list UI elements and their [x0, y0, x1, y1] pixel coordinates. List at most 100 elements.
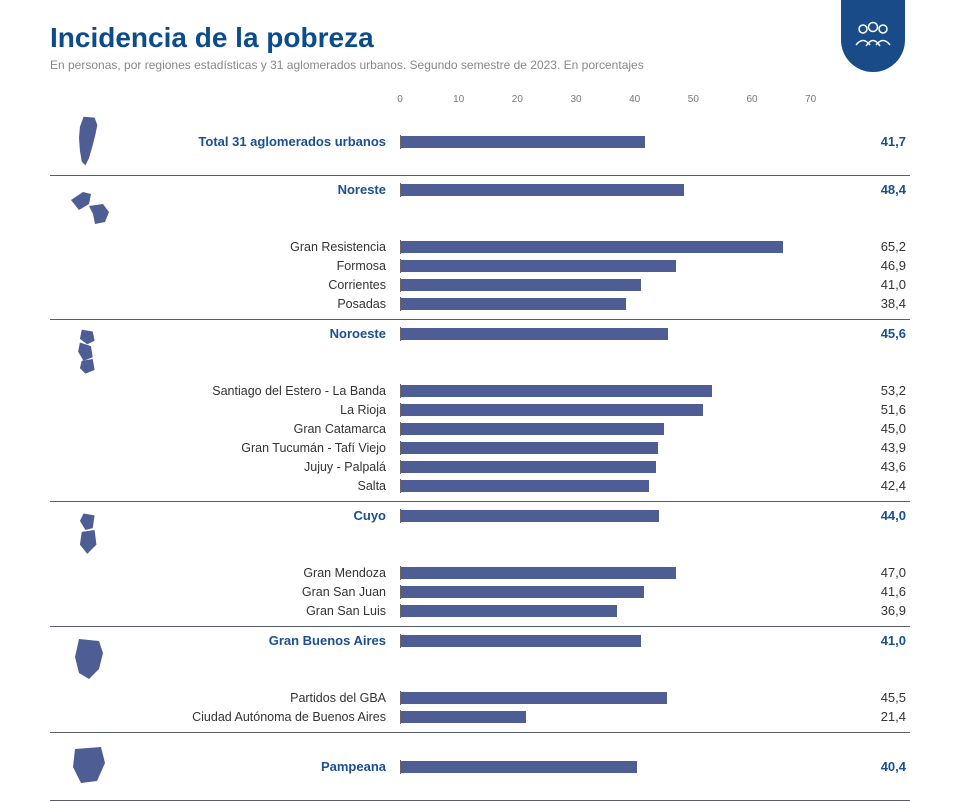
- bar-cell: [400, 509, 840, 523]
- data-row: Total 31 aglomerados urbanos 41,7: [50, 114, 910, 169]
- bar-cell: [400, 441, 840, 455]
- bar: [401, 260, 676, 272]
- bar: [401, 442, 658, 454]
- data-row: Partidos del GBA45,5: [50, 688, 910, 707]
- row-value: 43,6: [840, 459, 910, 474]
- row-value: 51,6: [840, 402, 910, 417]
- bar-cell: [400, 240, 840, 254]
- row-label: Gran Resistencia: [130, 240, 400, 254]
- region-head-label: Cuyo: [130, 508, 400, 523]
- bar: [401, 241, 783, 253]
- data-row: Corrientes41,0: [50, 275, 910, 294]
- region-map-icon: [50, 739, 130, 794]
- region-head-value: 40,4: [840, 759, 910, 774]
- sections-container: Total 31 aglomerados urbanos41,7Noreste4…: [50, 114, 910, 801]
- bar-cell: [400, 691, 840, 705]
- bar: [401, 404, 703, 416]
- bar: [401, 298, 626, 310]
- data-row: Noroeste 45,6: [50, 326, 910, 381]
- bar-cell: [400, 566, 840, 580]
- region-head-label: Noroeste: [130, 326, 400, 341]
- region-section: Cuyo 44,0 Gran Mendoza 47,0 Gran San Juan 41,…: [50, 502, 910, 627]
- region-head-value: 45,6: [840, 326, 910, 341]
- bar-cell: [400, 297, 840, 311]
- row-value: 43,9: [840, 440, 910, 455]
- bar: [401, 328, 668, 340]
- data-row: Gran Resistencia 65,2: [50, 237, 910, 256]
- region-map-icon: [50, 326, 130, 381]
- region-section: Noroeste 45,6 Santiago del Estero - La Ban…: [50, 320, 910, 502]
- row-value: 45,5: [840, 690, 910, 705]
- row-label: Santiago del Estero - La Banda: [130, 384, 400, 398]
- axis-tick: 40: [629, 94, 640, 105]
- row-label: Gran Tucumán - Tafí Viejo: [130, 441, 400, 455]
- data-row: Gran Mendoza 47,0: [50, 563, 910, 582]
- row-label: Salta: [130, 479, 400, 493]
- row-value: 45,0: [840, 421, 910, 436]
- bar: [401, 586, 644, 598]
- region-head-value: 41,0: [840, 633, 910, 648]
- data-row: Cuyo 44,0: [50, 508, 910, 563]
- bar-cell: [400, 278, 840, 292]
- row-value: 65,2: [840, 239, 910, 254]
- row-label: La Rioja: [130, 403, 400, 417]
- data-row: Salta42,4: [50, 476, 910, 495]
- data-row: Gran San Luis 36,9: [50, 601, 910, 620]
- region-map-icon: [50, 633, 130, 688]
- page-title: Incidencia de la pobreza: [50, 22, 910, 54]
- bar-cell: [400, 710, 840, 724]
- bar-cell: [400, 259, 840, 273]
- region-head-label: Gran Buenos Aires: [130, 633, 400, 648]
- row-label: Jujuy - Palpalá: [130, 460, 400, 474]
- bar-cell: [400, 479, 840, 493]
- bar: [401, 567, 676, 579]
- bar: [401, 635, 641, 647]
- row-label: Gran San Luis: [130, 604, 400, 618]
- people-icon: [853, 21, 893, 51]
- region-section: Noreste48,4Gran Resistencia65,2Formosa46…: [50, 176, 910, 320]
- axis-tick: 30: [570, 94, 581, 105]
- row-value: 41,6: [840, 584, 910, 599]
- bar-cell: [400, 183, 840, 197]
- bar: [401, 692, 667, 704]
- page-subtitle: En personas, por regiones estadísticas y…: [50, 58, 910, 72]
- axis-tick: 0: [397, 94, 403, 105]
- row-value: 36,9: [840, 603, 910, 618]
- bar-cell: [400, 760, 840, 774]
- data-row: Pampeana40,4: [50, 739, 910, 794]
- header: Incidencia de la pobreza En personas, po…: [0, 0, 960, 80]
- row-label: Ciudad Autónoma de Buenos Aires: [130, 710, 400, 724]
- row-value: 38,4: [840, 296, 910, 311]
- bar: [401, 184, 684, 196]
- axis-tick: 20: [512, 94, 523, 105]
- region-head-value: 44,0: [840, 508, 910, 523]
- row-label: Gran Mendoza: [130, 566, 400, 580]
- axis-tick: 50: [688, 94, 699, 105]
- data-row: Gran Buenos Aires 41,0: [50, 633, 910, 688]
- bar-cell: [400, 135, 840, 149]
- bar: [401, 711, 526, 723]
- bar: [401, 136, 645, 148]
- bar-cell: [400, 604, 840, 618]
- bar: [401, 279, 641, 291]
- bar: [401, 605, 617, 617]
- bar-cell: [400, 422, 840, 436]
- data-row: Ciudad Autónoma de Buenos Aires21,4: [50, 707, 910, 726]
- row-label: Formosa: [130, 259, 400, 273]
- row-label: Gran San Juan: [130, 585, 400, 599]
- region-head-label: Total 31 aglomerados urbanos: [130, 134, 400, 149]
- data-row: Santiago del Estero - La Banda53,2: [50, 381, 910, 400]
- bar: [401, 761, 637, 773]
- row-label: Posadas: [130, 297, 400, 311]
- row-label: Gran Catamarca: [130, 422, 400, 436]
- row-value: 47,0: [840, 565, 910, 580]
- axis-ticks: 010203040506070: [400, 94, 840, 110]
- region-head-value: 41,7: [840, 134, 910, 149]
- data-row: Gran Catamarca 45,0: [50, 419, 910, 438]
- row-value: 46,9: [840, 258, 910, 273]
- axis-tick: 60: [746, 94, 757, 105]
- bar: [401, 461, 656, 473]
- row-value: 41,0: [840, 277, 910, 292]
- bar-cell: [400, 460, 840, 474]
- region-section: Pampeana40,4: [50, 733, 910, 801]
